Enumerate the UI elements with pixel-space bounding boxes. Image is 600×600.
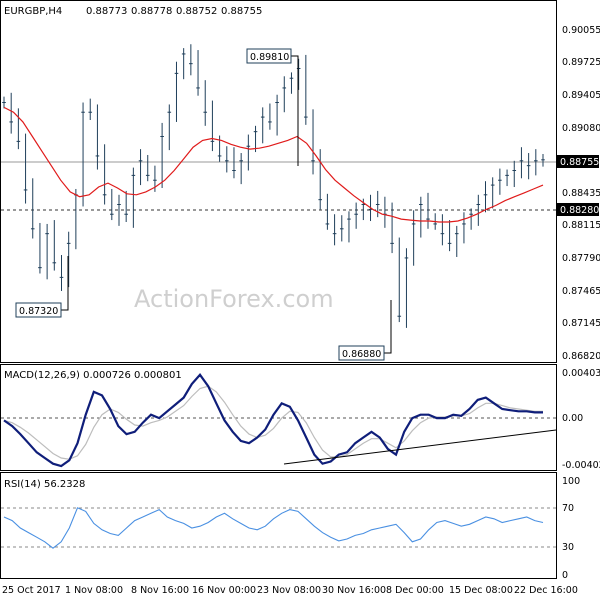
x-tick: 8 Nov 16:00 — [131, 585, 189, 596]
support-tag — [557, 203, 599, 216]
price-annotation-high: 0.89810 — [246, 48, 299, 166]
price-tick: 0.87790 — [562, 253, 600, 264]
moving-average-line — [3, 106, 544, 223]
x-tick: 30 Nov 16:00 — [322, 585, 386, 596]
rsi-header: RSI(14) 56.2328 — [4, 479, 85, 490]
price-y-axis: 0.90055 0.89725 0.89405 0.89080 0.88435 … — [562, 25, 600, 362]
current-price-tag — [557, 155, 599, 168]
macd-panel-frame — [0, 364, 557, 471]
price-annotation-low2: 0.86880 — [338, 300, 392, 361]
rsi-panel-frame — [0, 472, 557, 579]
candles — [2, 44, 545, 328]
price-tick: 0.90055 — [562, 25, 600, 36]
price-annotation-low1: 0.87320 — [15, 256, 69, 318]
x-axis: 25 Oct 2017 1 Nov 08:00 8 Nov 16:00 16 N… — [2, 585, 578, 596]
x-tick: 8 Dec 00:00 — [386, 585, 444, 596]
macd-signal-line — [3, 385, 543, 460]
price-tick: 0.87465 — [562, 286, 600, 297]
price-tick: 0.88435 — [562, 188, 600, 199]
macd-trend-line — [283, 429, 557, 465]
x-tick: 23 Nov 08:00 — [257, 585, 321, 596]
price-header-open: 0.88773 — [86, 6, 127, 17]
x-tick: 25 Oct 2017 — [2, 585, 61, 596]
rsi-tick-100: 100 — [562, 476, 580, 487]
price-header-close: 0.88755 — [221, 6, 262, 17]
x-tick: 16 Nov 00:00 — [192, 585, 256, 596]
x-tick: 15 Dec 08:00 — [449, 585, 513, 596]
annotation-high-text: 0.89810 — [250, 52, 289, 63]
x-tick: 1 Nov 08:00 — [65, 585, 123, 596]
price-tick: 0.89080 — [562, 123, 600, 134]
rsi-tick-0: 0 — [562, 570, 568, 581]
macd-header: MACD(12,26,9) 0.000726 0.000801 — [4, 370, 182, 381]
x-tick: 22 Dec 16:00 — [514, 585, 578, 596]
rsi-tick-30: 30 — [562, 542, 574, 553]
price-panel-frame — [0, 0, 557, 363]
current-price-label: 0.88755 — [560, 157, 599, 168]
macd-tick-bottom: -0.004021 — [562, 460, 600, 471]
price-tick: 0.86820 — [562, 351, 600, 362]
price-tick: 0.88115 — [562, 220, 600, 231]
price-tick: 0.89725 — [562, 57, 600, 68]
rsi-line — [3, 507, 544, 549]
watermark: ActionForex.com — [134, 285, 334, 313]
annotation-low1-text: 0.87320 — [19, 306, 58, 317]
rsi-tick-70: 70 — [562, 503, 574, 514]
price-tick: 0.89405 — [562, 90, 600, 101]
annotation-low2-text: 0.86880 — [342, 349, 381, 360]
price-tick: 0.87145 — [562, 318, 600, 329]
support-label: 0.88280 — [560, 205, 599, 216]
macd-line — [3, 373, 543, 468]
price-header-symbol: EURGBP,H4 — [4, 6, 62, 17]
macd-tick-zero: 0.00 — [562, 413, 583, 424]
macd-tick-top: 0.00403 — [562, 368, 600, 379]
price-header-high: 0.88778 — [131, 6, 172, 17]
price-header-low: 0.88752 — [176, 6, 217, 17]
